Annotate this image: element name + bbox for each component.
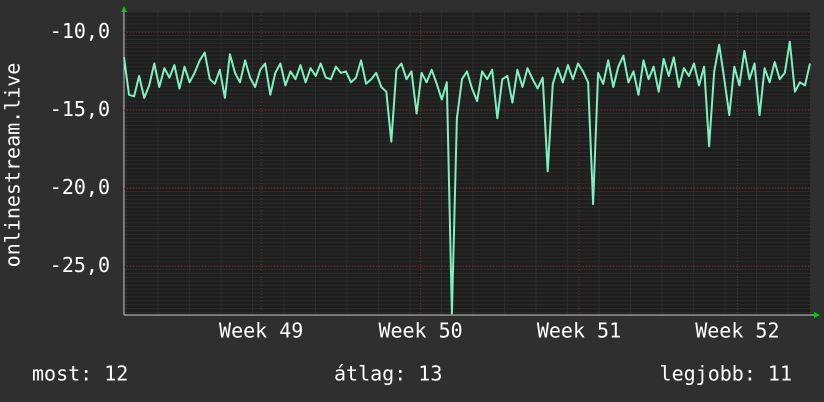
axis-arrow <box>814 312 820 318</box>
minor-grid <box>124 12 810 315</box>
stat-label: átlag: 13 <box>334 362 442 386</box>
x-tick-label: Week 52 <box>695 319 779 343</box>
axis-arrow <box>121 6 127 12</box>
data-line <box>123 40 811 315</box>
x-tick-label: Week 49 <box>219 319 303 343</box>
y-tick-label: -10,0 <box>50 19 110 43</box>
stat-label: legjobb: 11 <box>660 362 792 386</box>
y-axis-label: onlinestream.live <box>1 63 25 268</box>
y-tick-label: -20,0 <box>50 175 110 199</box>
x-tick-label: Week 50 <box>378 319 462 343</box>
y-tick-label: -15,0 <box>50 97 110 121</box>
stat-label: most: 12 <box>32 362 128 386</box>
y-tick-label: -25,0 <box>50 253 110 277</box>
x-tick-label: Week 51 <box>537 319 621 343</box>
